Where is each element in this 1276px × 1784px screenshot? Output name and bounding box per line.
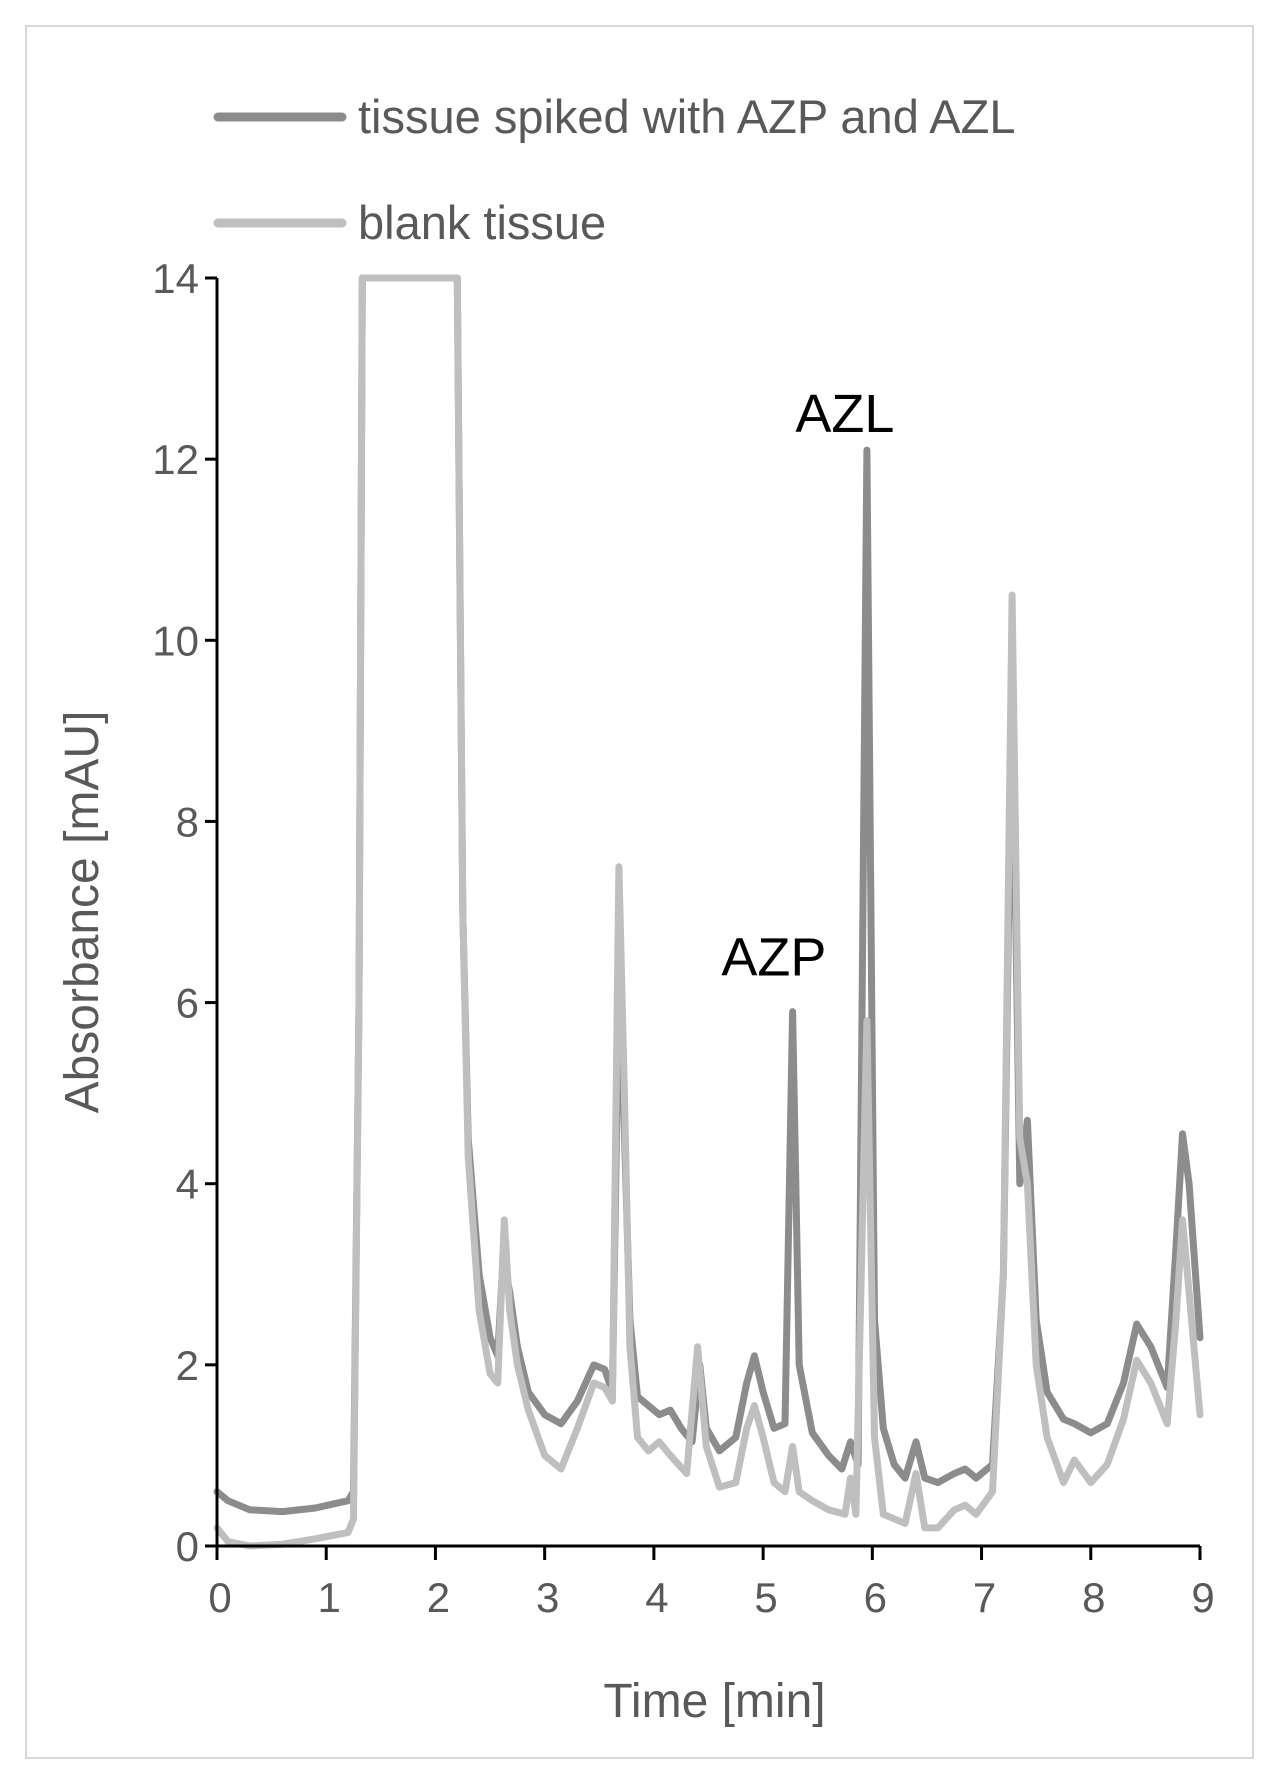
- legend-label: blank tissue: [358, 196, 606, 249]
- series-line-blank: [213, 274, 1204, 1550]
- x-tick-label: 6: [864, 1574, 887, 1621]
- x-ticks: 0 1 2 3 4 5 6 7 8 9: [208, 1546, 1215, 1621]
- series-layer: [213, 274, 1204, 1550]
- y-tick-label: 8: [176, 798, 199, 845]
- y-tick-label: 0: [176, 1523, 199, 1570]
- x-tick-label: 7: [973, 1574, 996, 1621]
- x-axis-title: Time [min]: [603, 1675, 825, 1728]
- y-tick-label: 14: [152, 255, 199, 302]
- peak-annotation-azl: AZL: [795, 384, 894, 444]
- x-tick-label: 3: [536, 1574, 559, 1621]
- y-tick-label: 2: [176, 1342, 199, 1389]
- y-tick-label: 6: [176, 980, 199, 1027]
- x-tick-label: 9: [1191, 1574, 1214, 1621]
- chart-frame: [25, 25, 1254, 1759]
- y-axis-title: Absorbance [mAU]: [56, 711, 109, 1114]
- y-ticks: 0 2 4 6 8 10 12 14: [152, 255, 217, 1570]
- annotations: AZP AZL: [721, 384, 894, 987]
- y-tick-label: 4: [176, 1161, 199, 1208]
- x-tick-label: 4: [645, 1574, 668, 1621]
- legend: tissue spiked with AZP and AZL blank tiss…: [213, 90, 1016, 249]
- x-tick-label: 5: [754, 1574, 777, 1621]
- x-tick-label: 8: [1082, 1574, 1105, 1621]
- y-tick-label: 10: [152, 617, 199, 664]
- x-tick-label: 0: [208, 1574, 231, 1621]
- legend-label: tissue spiked with AZP and AZL: [358, 90, 1016, 143]
- x-tick-label: 2: [427, 1574, 450, 1621]
- x-tick-label: 1: [318, 1574, 341, 1621]
- peak-annotation-azp: AZP: [721, 927, 826, 987]
- y-tick-label: 12: [152, 436, 199, 483]
